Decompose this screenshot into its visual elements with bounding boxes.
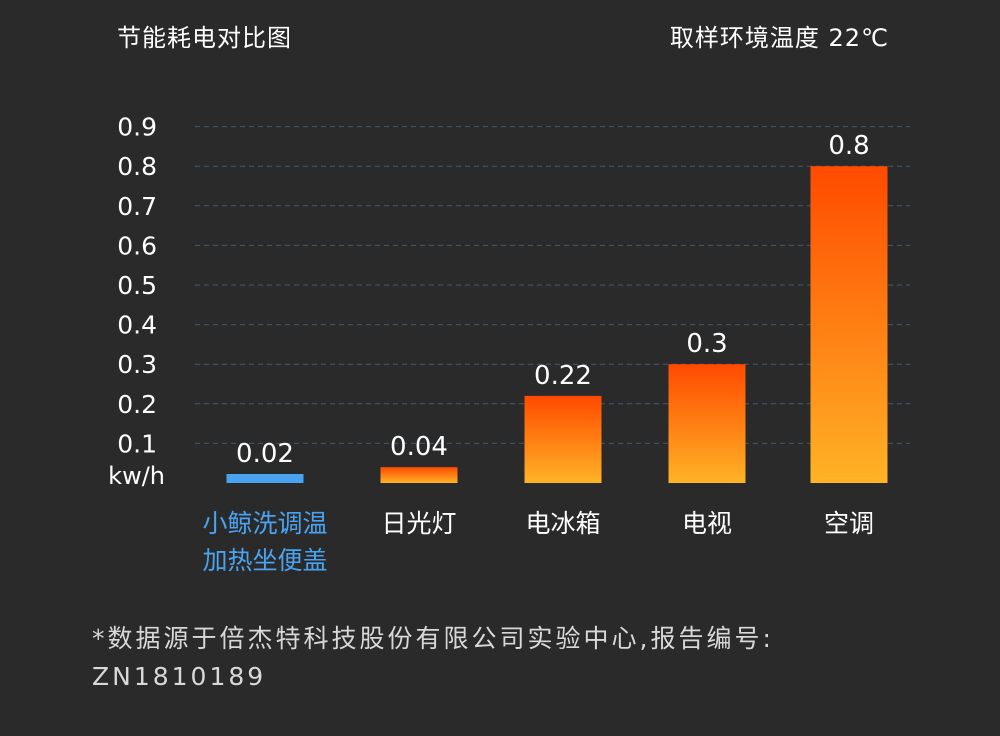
value-label: 0.04 bbox=[390, 432, 448, 462]
y-tick-label: 0.8 bbox=[117, 152, 157, 181]
value-label: 0.02 bbox=[236, 439, 294, 469]
value-labels: 0.02 0.04 0.22 0.3 0.8 bbox=[236, 131, 870, 469]
bars bbox=[226, 166, 888, 483]
temperature-note: 取样环境温度 22℃ bbox=[669, 24, 889, 52]
chart-title: 节能耗电对比图 bbox=[117, 24, 292, 52]
footnote-line2: ZN1810189 bbox=[92, 662, 267, 691]
bar bbox=[524, 395, 602, 483]
y-tick-label: 0.2 bbox=[117, 390, 157, 419]
y-axis-ticks: 0.1 0.2 0.3 0.4 0.5 0.6 0.7 0.8 0.9 kw/h bbox=[108, 113, 165, 490]
value-label: 0.8 bbox=[828, 131, 869, 161]
category-label: 空调 bbox=[824, 509, 874, 538]
y-tick-label: 0.3 bbox=[117, 350, 157, 379]
y-tick-label: 0.7 bbox=[117, 192, 157, 221]
bar bbox=[380, 467, 458, 483]
gridlines bbox=[195, 126, 910, 444]
value-label: 0.3 bbox=[686, 329, 727, 359]
y-tick-label: 0.9 bbox=[117, 113, 157, 142]
y-tick-label: 0.1 bbox=[117, 429, 157, 458]
category-label: 小鲸洗调温加热坐便盖 bbox=[202, 509, 327, 575]
bar bbox=[810, 166, 888, 483]
value-label: 0.22 bbox=[534, 361, 592, 391]
category-label: 电冰箱 bbox=[525, 509, 600, 538]
y-tick-label: 0.5 bbox=[117, 271, 157, 300]
category-label: 电视 bbox=[682, 509, 732, 538]
bar bbox=[226, 474, 304, 483]
footnote: *数据源于倍杰特科技股份有限公司实验中心,报告编号: ZN1810189 bbox=[92, 620, 932, 696]
bar-chart: 0.1 0.2 0.3 0.4 0.5 0.6 0.7 0.8 0.9 kw/h 0.02 0.04… bbox=[108, 113, 910, 575]
bar bbox=[668, 364, 746, 483]
category-labels: 小鲸洗调温加热坐便盖 日光灯 电冰箱 电视 空调 bbox=[202, 509, 874, 575]
y-unit-label: kw/h bbox=[108, 462, 165, 490]
y-tick-label: 0.6 bbox=[117, 231, 157, 260]
category-label: 日光灯 bbox=[381, 509, 456, 538]
footnote-line1: *数据源于倍杰特科技股份有限公司实验中心,报告编号: bbox=[92, 624, 774, 653]
y-tick-label: 0.4 bbox=[117, 311, 157, 340]
